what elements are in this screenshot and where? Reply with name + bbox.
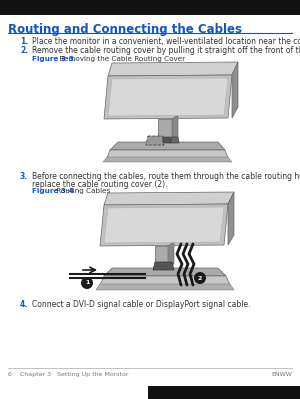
Circle shape <box>81 277 93 289</box>
Text: Routing Cables: Routing Cables <box>54 188 110 194</box>
Polygon shape <box>228 192 234 245</box>
Text: Connect a DVI-D signal cable or DisplayPort signal cable.: Connect a DVI-D signal cable or DisplayP… <box>32 300 250 309</box>
Text: ENWW: ENWW <box>271 372 292 377</box>
Polygon shape <box>107 150 228 158</box>
Bar <box>0 0 300 15</box>
Text: replace the cable routing cover (2).: replace the cable routing cover (2). <box>32 180 167 189</box>
Polygon shape <box>171 137 179 143</box>
Text: 3.: 3. <box>20 172 28 181</box>
Polygon shape <box>100 276 230 285</box>
Polygon shape <box>172 115 178 142</box>
Circle shape <box>194 272 206 284</box>
Text: 6    Chapter 3   Setting Up the Monitor: 6 Chapter 3 Setting Up the Monitor <box>8 372 128 377</box>
Text: Removing the Cable Routing Cover: Removing the Cable Routing Cover <box>57 56 185 62</box>
Text: 4.: 4. <box>20 300 28 309</box>
Polygon shape <box>104 268 226 276</box>
Polygon shape <box>104 192 234 205</box>
Polygon shape <box>153 262 174 270</box>
Text: 1: 1 <box>85 280 89 286</box>
Text: 1.: 1. <box>20 37 28 46</box>
Text: 2: 2 <box>198 275 202 280</box>
Polygon shape <box>108 78 228 116</box>
Text: Routing and Connecting the Cables: Routing and Connecting the Cables <box>8 23 242 36</box>
Text: Place the monitor in a convenient, well-ventilated location near the computer.: Place the monitor in a convenient, well-… <box>32 37 300 46</box>
Polygon shape <box>104 75 232 119</box>
Text: Remove the cable routing cover by pulling it straight off the front of the colum: Remove the cable routing cover by pullin… <box>32 46 300 55</box>
Polygon shape <box>100 204 228 246</box>
Polygon shape <box>146 136 164 145</box>
Polygon shape <box>155 246 168 268</box>
Bar <box>148 386 300 399</box>
Polygon shape <box>110 142 225 150</box>
Polygon shape <box>103 157 232 162</box>
Polygon shape <box>168 242 174 268</box>
Text: 2.: 2. <box>20 46 28 55</box>
Text: Figure 3-4: Figure 3-4 <box>32 188 74 194</box>
Polygon shape <box>96 284 234 290</box>
Text: Before connecting the cables, route them through the cable routing hole in the c: Before connecting the cables, route them… <box>32 172 300 181</box>
Text: Figure 3-3: Figure 3-3 <box>32 56 74 62</box>
Polygon shape <box>163 137 171 143</box>
Polygon shape <box>232 62 238 118</box>
Polygon shape <box>108 62 238 76</box>
Polygon shape <box>158 119 172 142</box>
Polygon shape <box>104 207 224 243</box>
